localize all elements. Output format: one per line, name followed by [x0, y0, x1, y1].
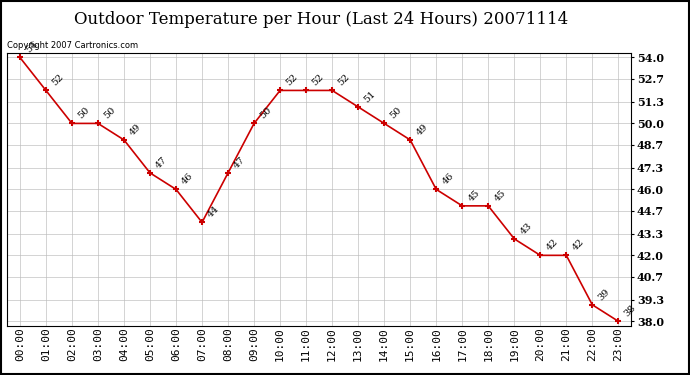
Text: 46: 46: [180, 171, 195, 187]
Text: 44: 44: [206, 204, 221, 220]
Text: 47: 47: [154, 155, 169, 170]
Text: 43: 43: [518, 221, 533, 236]
Text: 42: 42: [571, 237, 586, 252]
Text: 52: 52: [50, 72, 66, 88]
Text: 52: 52: [336, 72, 351, 88]
Text: 49: 49: [415, 122, 429, 137]
Text: Outdoor Temperature per Hour (Last 24 Hours) 20071114: Outdoor Temperature per Hour (Last 24 Ho…: [74, 11, 568, 28]
Text: 45: 45: [466, 188, 482, 203]
Text: 50: 50: [388, 106, 404, 121]
Text: 52: 52: [284, 72, 299, 88]
Text: 38: 38: [622, 303, 638, 318]
Text: Copyright 2007 Cartronics.com: Copyright 2007 Cartronics.com: [7, 41, 138, 50]
Text: 49: 49: [128, 122, 144, 137]
Text: 50: 50: [102, 106, 117, 121]
Text: 51: 51: [362, 89, 377, 104]
Text: 39: 39: [596, 287, 611, 302]
Text: 45: 45: [493, 188, 508, 203]
Text: 42: 42: [544, 237, 560, 252]
Text: 50: 50: [76, 106, 91, 121]
Text: 50: 50: [258, 106, 273, 121]
Text: 52: 52: [310, 72, 326, 88]
Text: 54: 54: [24, 39, 39, 55]
Text: 47: 47: [233, 155, 248, 170]
Text: 46: 46: [440, 171, 455, 187]
